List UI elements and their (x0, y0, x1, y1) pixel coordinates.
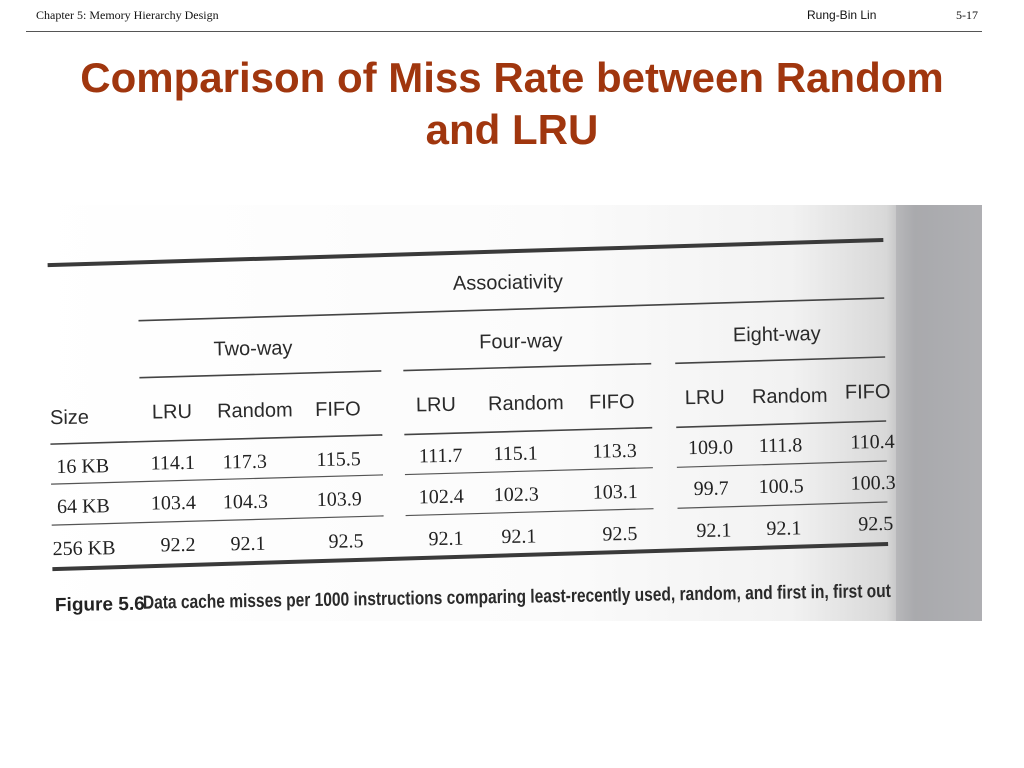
row-size-16kb: 16 KB (56, 455, 109, 478)
column-heading-size: Size (50, 407, 89, 430)
cell: 92.1 (428, 528, 463, 551)
group-heading-eight-way: Eight-way (733, 323, 821, 346)
column-heading-lru-4way: LRU (416, 394, 456, 417)
cell: 100.5 (759, 475, 804, 498)
associativity-rule (138, 297, 885, 322)
header-page-number: 5-17 (956, 8, 978, 22)
cell: 103.4 (151, 492, 196, 515)
figure-label: Figure 5.6 (55, 594, 145, 616)
table-bottom-rule (52, 541, 889, 572)
header-author: Rung-Bin Lin (807, 8, 877, 22)
header-rule-size (50, 434, 383, 445)
figure-caption: Data cache misses per 1000 instructions … (143, 581, 892, 614)
associativity-heading: Associativity (453, 271, 563, 295)
table-top-rule (47, 238, 884, 268)
row-rule-1c (676, 460, 887, 468)
table-photo: Associativity Two-way Four-way Eight-way… (26, 205, 982, 621)
cell: 99.7 (694, 477, 729, 500)
row-rule-1 (51, 474, 383, 485)
cell: 104.3 (223, 491, 268, 514)
table-row: 256 KB 92.2 92.1 92.5 92.1 92.1 92.5 92.… (53, 513, 894, 560)
page-shadow (896, 205, 982, 621)
header-rule (26, 31, 982, 32)
cell: 92.2 (160, 534, 195, 557)
column-heading-lru-2way: LRU (152, 401, 192, 424)
row-size-64kb: 64 KB (57, 495, 110, 518)
cell: 117.3 (222, 451, 267, 474)
group-rule-eight-way (675, 356, 886, 365)
cell: 114.1 (150, 452, 195, 475)
column-heading-random-2way: Random (217, 399, 293, 422)
cell: 92.5 (328, 530, 363, 553)
header-rule-eight-way (676, 420, 887, 429)
column-headings: LRU Random FIFO LRU Random FIFO LRU Rand… (152, 381, 891, 424)
cell: 110.4 (850, 431, 895, 454)
cell: 109.0 (688, 436, 733, 459)
group-heading-two-way: Two-way (213, 337, 292, 360)
row-rule-2 (51, 515, 384, 526)
column-heading-fifo-4way: FIFO (589, 391, 635, 414)
table-figure-body: Associativity Two-way Four-way Eight-way… (47, 238, 896, 616)
cell: 92.5 (602, 523, 637, 546)
column-heading-fifo-8way: FIFO (845, 381, 891, 404)
cell: 115.5 (316, 448, 361, 471)
cell: 92.5 (858, 513, 893, 536)
header-rule-four-way (404, 426, 653, 436)
group-rule-four-way (403, 362, 652, 372)
group-rule-two-way (139, 370, 382, 379)
cell: 115.1 (493, 442, 538, 465)
cell: 92.1 (230, 533, 265, 556)
table-figure: Associativity Two-way Four-way Eight-way… (47, 205, 982, 621)
cell: 92.1 (696, 519, 731, 542)
slide-title: Comparison of Miss Rate between Random a… (20, 52, 1004, 156)
cell: 111.8 (759, 434, 803, 457)
cell: 92.1 (501, 526, 536, 549)
slide-title-line-2: and LRU (425, 106, 599, 153)
row-size-256kb: 256 KB (53, 537, 116, 560)
cell: 103.9 (317, 488, 362, 511)
row-rule-1b (404, 467, 653, 476)
column-heading-random-4way: Random (488, 392, 564, 415)
table-row: 64 KB 103.4 104.3 103.9 102.4 102.3 103.… (57, 472, 896, 518)
column-heading-fifo-2way: FIFO (315, 398, 361, 421)
cell: 92.1 (766, 517, 801, 540)
table-row: 16 KB 114.1 117.3 115.5 111.7 115.1 113.… (56, 431, 895, 478)
cell: 113.3 (592, 440, 637, 463)
column-heading-lru-8way: LRU (685, 387, 725, 410)
cell: 102.3 (494, 483, 539, 506)
cell: 102.4 (419, 486, 464, 509)
column-heading-random-8way: Random (752, 385, 828, 408)
group-heading-four-way: Four-way (479, 330, 563, 353)
slide-title-line-1: Comparison of Miss Rate between Random (80, 54, 944, 101)
row-rule-2b (405, 508, 654, 517)
cell: 100.3 (850, 472, 895, 495)
cell: 103.1 (593, 481, 638, 504)
row-rule-2c (677, 501, 888, 509)
header-chapter: Chapter 5: Memory Hierarchy Design (36, 8, 219, 22)
cell: 111.7 (419, 445, 463, 468)
